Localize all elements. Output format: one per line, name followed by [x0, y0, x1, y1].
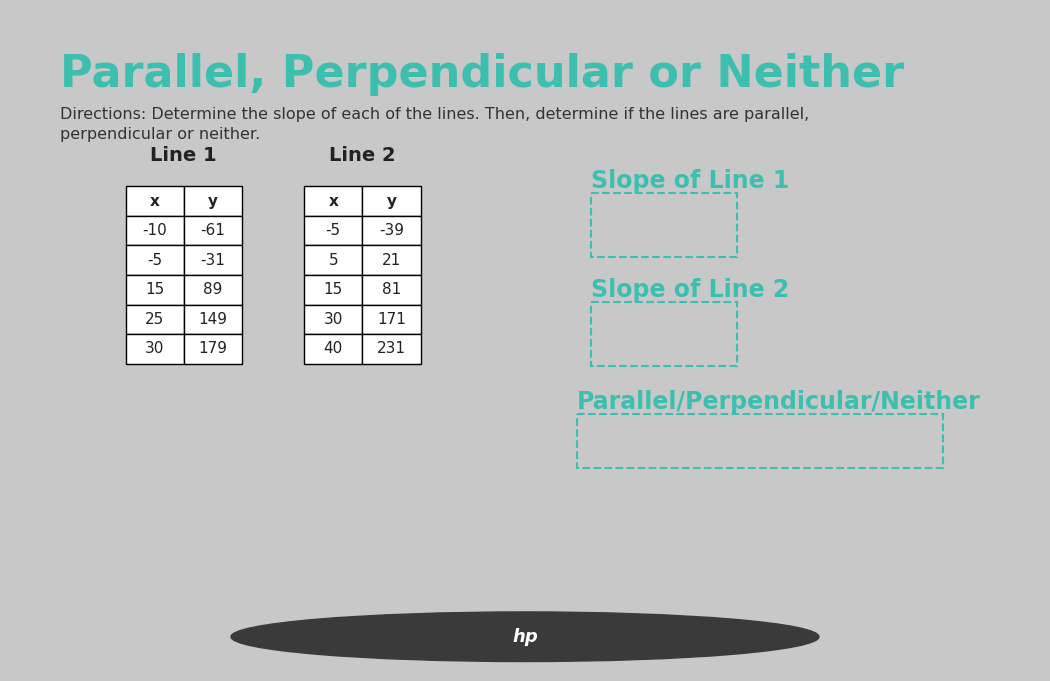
Bar: [362, 334, 421, 364]
Bar: [304, 304, 362, 334]
Bar: [362, 304, 421, 334]
Bar: [591, 193, 736, 257]
Bar: [126, 186, 184, 216]
Text: Parallel/Perpendicular/Neither: Parallel/Perpendicular/Neither: [576, 390, 981, 414]
Text: 40: 40: [323, 341, 343, 356]
Bar: [304, 245, 362, 275]
Text: 15: 15: [145, 283, 164, 298]
Text: x: x: [150, 193, 160, 208]
Text: 15: 15: [323, 283, 343, 298]
Text: 149: 149: [198, 312, 228, 327]
Text: 30: 30: [323, 312, 343, 327]
Bar: [126, 216, 184, 245]
Text: 25: 25: [145, 312, 164, 327]
Text: 5: 5: [329, 253, 338, 268]
Text: 231: 231: [377, 341, 406, 356]
Text: -5: -5: [147, 253, 162, 268]
Bar: [362, 186, 421, 216]
Bar: [126, 304, 184, 334]
Bar: [126, 334, 184, 364]
Text: y: y: [386, 193, 397, 208]
Text: Line 1: Line 1: [150, 146, 217, 165]
Bar: [184, 304, 243, 334]
Bar: [184, 186, 243, 216]
Text: -39: -39: [379, 223, 404, 238]
Text: Directions: Determine the slope of each of the lines. Then, determine if the lin: Directions: Determine the slope of each …: [60, 108, 808, 123]
Text: 30: 30: [145, 341, 165, 356]
Bar: [576, 414, 943, 469]
Text: 171: 171: [377, 312, 406, 327]
Bar: [362, 275, 421, 304]
Bar: [304, 216, 362, 245]
Text: -61: -61: [201, 223, 226, 238]
Bar: [304, 275, 362, 304]
Bar: [184, 275, 243, 304]
Text: Slope of Line 1: Slope of Line 1: [591, 170, 789, 193]
Text: 81: 81: [382, 283, 401, 298]
Text: Parallel, Perpendicular or Neither: Parallel, Perpendicular or Neither: [60, 53, 904, 96]
Bar: [362, 245, 421, 275]
Text: 89: 89: [204, 283, 223, 298]
Bar: [126, 275, 184, 304]
Text: -5: -5: [326, 223, 341, 238]
Bar: [304, 334, 362, 364]
Circle shape: [231, 612, 819, 661]
Bar: [184, 216, 243, 245]
Text: 179: 179: [198, 341, 228, 356]
Text: -31: -31: [201, 253, 226, 268]
Bar: [591, 302, 736, 366]
Text: -10: -10: [142, 223, 167, 238]
Text: Slope of Line 2: Slope of Line 2: [591, 278, 789, 302]
Text: y: y: [208, 193, 218, 208]
Bar: [362, 216, 421, 245]
Bar: [184, 245, 243, 275]
Bar: [304, 186, 362, 216]
Text: 21: 21: [382, 253, 401, 268]
Text: hp: hp: [512, 628, 538, 646]
Text: perpendicular or neither.: perpendicular or neither.: [60, 127, 260, 142]
Bar: [184, 334, 243, 364]
Text: x: x: [329, 193, 338, 208]
Text: Line 2: Line 2: [329, 146, 396, 165]
Bar: [126, 245, 184, 275]
